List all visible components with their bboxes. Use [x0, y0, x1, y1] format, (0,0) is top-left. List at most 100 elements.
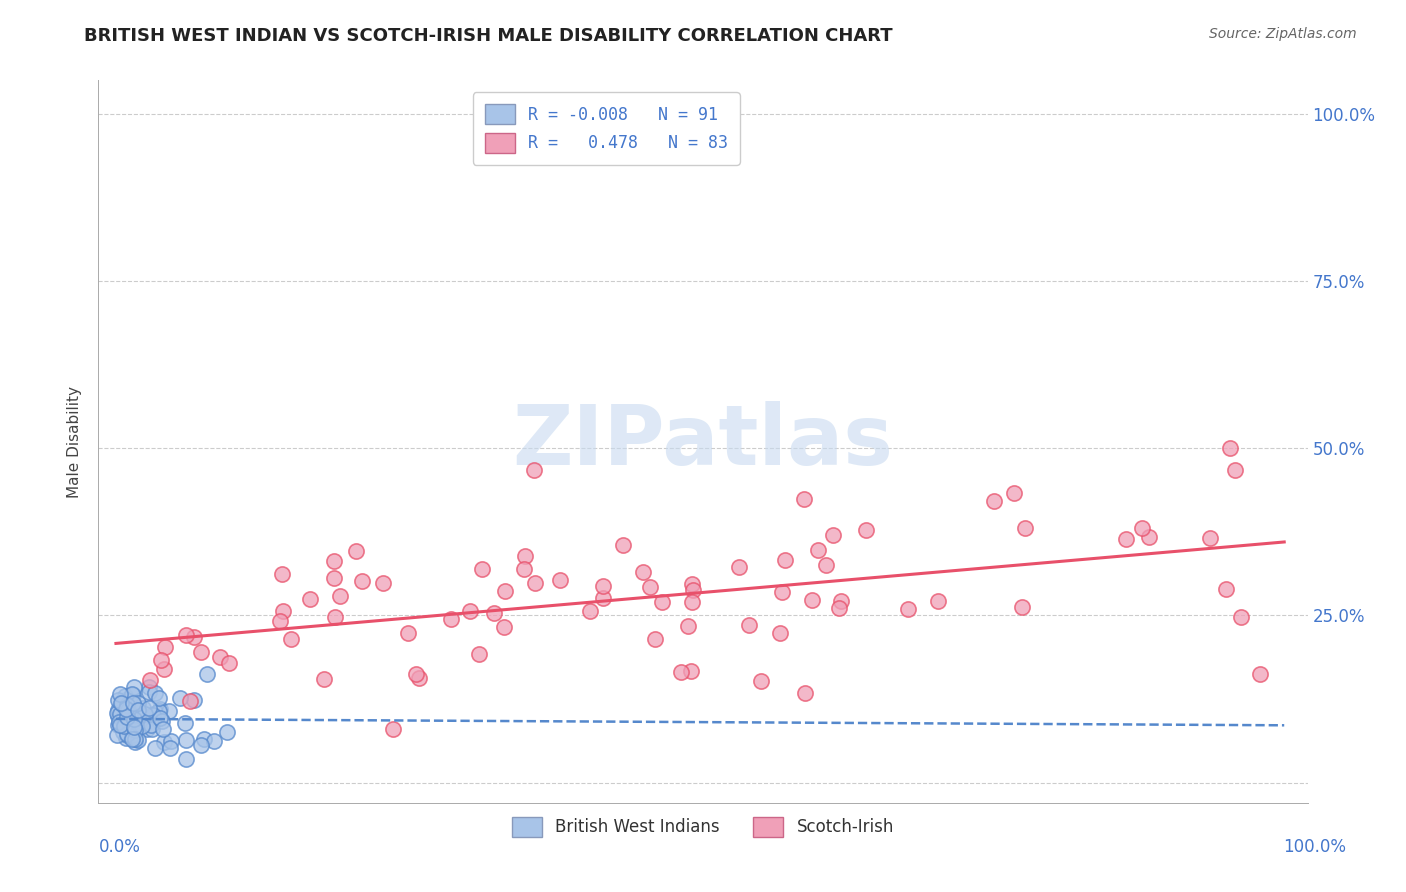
Point: [148, 704, 170, 718]
Point: [312, 673, 335, 687]
Point: [1219, 441, 1241, 455]
Point: [124, 723, 146, 737]
Point: [1249, 667, 1271, 681]
Point: [523, 463, 546, 477]
Point: [107, 718, 129, 732]
Point: [727, 559, 749, 574]
Point: [111, 711, 134, 725]
Point: [124, 735, 146, 749]
Point: [773, 553, 796, 567]
Point: [153, 640, 176, 654]
Text: ZIPatlas: ZIPatlas: [513, 401, 893, 482]
Point: [396, 625, 419, 640]
Point: [897, 601, 920, 615]
Point: [115, 702, 138, 716]
Point: [152, 714, 174, 728]
Point: [111, 697, 134, 711]
Point: [323, 571, 346, 585]
Point: [108, 707, 131, 722]
Point: [142, 714, 165, 729]
Point: [190, 645, 212, 659]
Point: [828, 601, 851, 615]
Text: Source: ZipAtlas.com: Source: ZipAtlas.com: [1209, 27, 1357, 41]
Point: [482, 606, 505, 620]
Point: [679, 665, 702, 679]
Point: [160, 734, 183, 748]
Point: [373, 575, 395, 590]
Point: [815, 558, 838, 572]
Point: [127, 703, 149, 717]
Point: [208, 650, 231, 665]
Point: [121, 730, 143, 744]
Point: [269, 614, 291, 628]
Point: [770, 585, 793, 599]
Point: [823, 528, 845, 542]
Point: [128, 720, 150, 734]
Point: [118, 698, 141, 713]
Point: [1014, 521, 1036, 535]
Point: [524, 575, 547, 590]
Point: [179, 694, 201, 708]
Point: [118, 699, 141, 714]
Point: [408, 671, 430, 685]
Point: [494, 584, 516, 599]
Point: [121, 716, 143, 731]
Point: [169, 690, 191, 705]
Point: [114, 693, 136, 707]
Point: [749, 673, 772, 688]
Point: [678, 619, 700, 633]
Point: [1130, 521, 1153, 535]
Point: [440, 612, 463, 626]
Point: [145, 686, 167, 700]
Point: [299, 592, 322, 607]
Point: [1002, 486, 1025, 500]
Point: [329, 590, 352, 604]
Point: [769, 625, 792, 640]
Point: [190, 738, 212, 752]
Point: [107, 693, 129, 707]
Point: [148, 690, 170, 705]
Point: [134, 707, 156, 722]
Point: [612, 538, 634, 552]
Point: [145, 706, 167, 720]
Point: [202, 733, 225, 747]
Point: [323, 610, 346, 624]
Point: [115, 727, 138, 741]
Point: [382, 723, 405, 737]
Point: [132, 700, 155, 714]
Point: [117, 710, 139, 724]
Point: [110, 696, 132, 710]
Point: [118, 716, 141, 731]
Point: [149, 710, 172, 724]
Point: [1223, 463, 1246, 477]
Point: [513, 549, 536, 564]
Point: [124, 732, 146, 747]
Point: [122, 723, 145, 738]
Point: [644, 632, 666, 646]
Point: [174, 752, 197, 766]
Point: [122, 680, 145, 694]
Text: 100.0%: 100.0%: [1284, 838, 1346, 855]
Point: [136, 722, 159, 736]
Point: [1215, 582, 1237, 596]
Point: [927, 594, 949, 608]
Point: [152, 722, 174, 736]
Point: [280, 632, 302, 646]
Point: [218, 656, 240, 670]
Point: [174, 715, 197, 730]
Point: [983, 494, 1005, 508]
Point: [193, 732, 215, 747]
Point: [159, 741, 181, 756]
Point: [108, 718, 131, 732]
Point: [1115, 532, 1137, 546]
Point: [118, 723, 141, 737]
Point: [138, 680, 160, 694]
Point: [217, 725, 239, 739]
Point: [471, 562, 494, 576]
Point: [1199, 531, 1222, 545]
Point: [793, 492, 815, 507]
Point: [110, 688, 132, 702]
Point: [174, 628, 197, 642]
Point: [131, 719, 153, 733]
Point: [149, 702, 172, 716]
